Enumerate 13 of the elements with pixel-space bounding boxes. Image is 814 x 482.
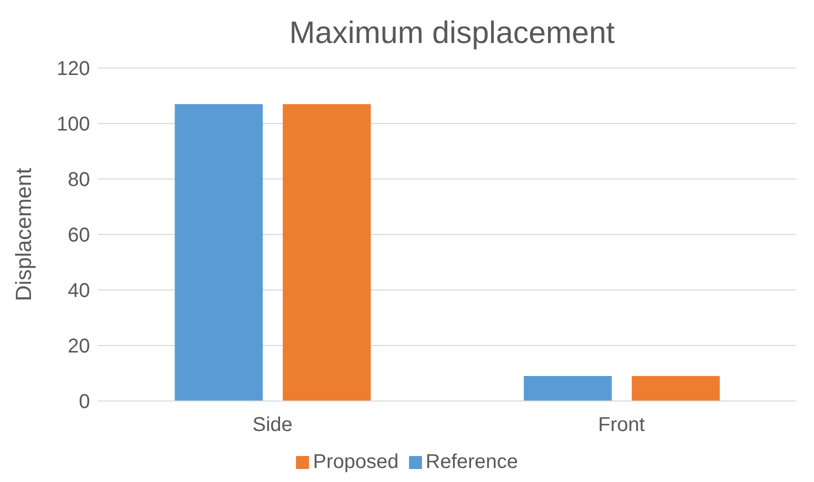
x-tick-label: Front [598,414,646,436]
y-axis-title: Displacement [10,168,36,302]
x-tick-label: Side [252,414,293,436]
chart-title: Maximum displacement [288,14,616,52]
y-tick-label: 80 [68,169,90,192]
y-tick-label: 120 [56,58,90,80]
y-tick-label: 60 [68,224,90,247]
y-tick-label: 100 [56,114,90,136]
y-tick-label: 0 [78,391,90,414]
legend-label: Proposed [313,451,399,473]
y-tick-label: 40 [68,280,90,302]
y-tick-label: 20 [68,336,90,358]
legend-label: Reference [426,451,518,473]
